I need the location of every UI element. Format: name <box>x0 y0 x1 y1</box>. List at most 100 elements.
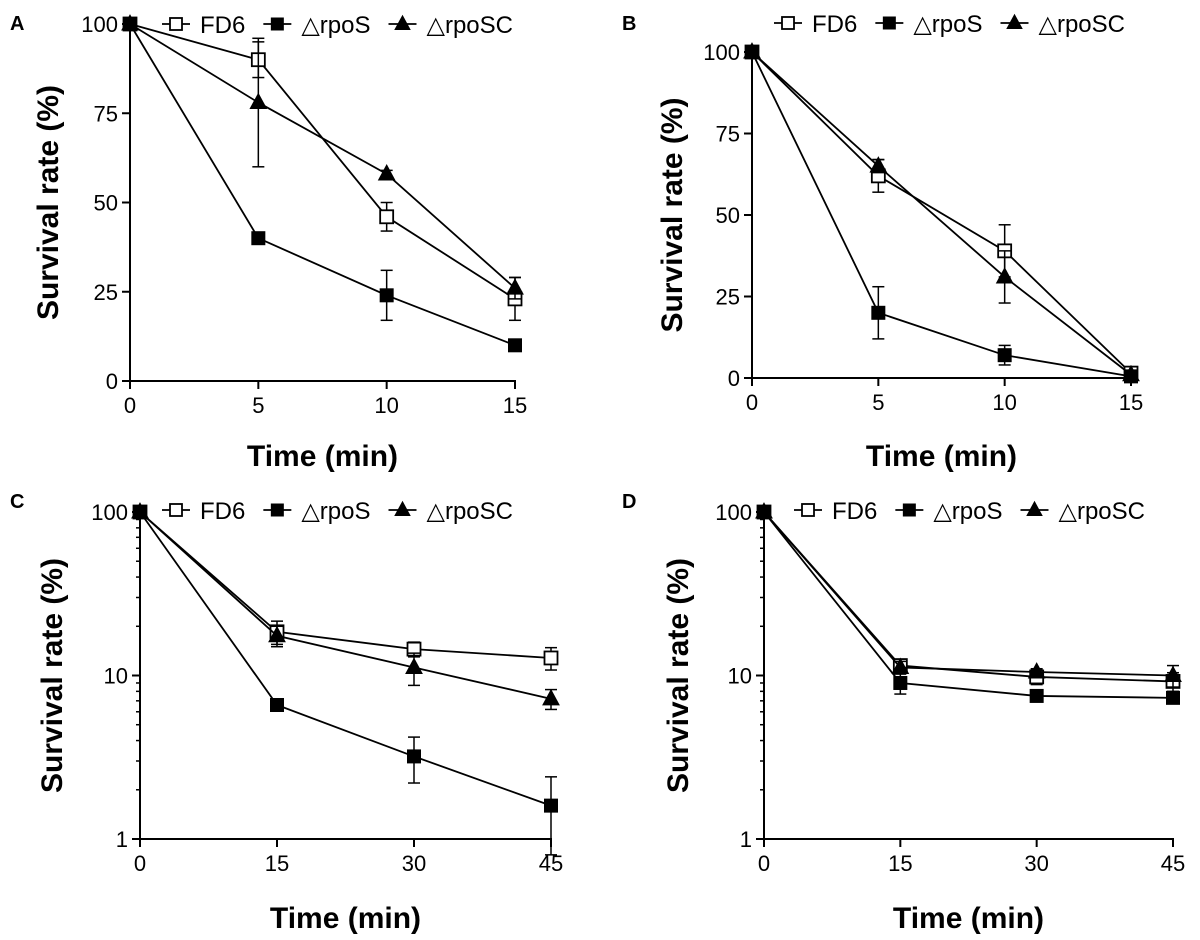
panel-c-series-delta-rpos <box>133 505 558 856</box>
panel-c-point-delta-rposc <box>542 688 560 706</box>
panel-b-point-delta-rposc <box>1122 364 1140 382</box>
panel-a: A 0 5 10 15 0 25 50 75 100 Time (min) Survival rate… <box>10 12 527 473</box>
panel-d-x-tick-label: 0 <box>758 851 770 876</box>
panel-a-legend-marker-delta-rposc <box>394 14 411 31</box>
panel-d-letter: D <box>622 491 636 513</box>
panel-a-y-tick-label: 25 <box>94 280 118 305</box>
panel-b-letter: B <box>622 13 636 35</box>
panel-d-point-delta-rposc <box>891 657 910 674</box>
panel-b-legend-marker-delta-rpos <box>882 16 896 30</box>
panel-b-line-fd6 <box>751 51 1132 374</box>
panel-d-point-delta-rposc <box>755 502 773 519</box>
panel-a-point-delta-rposc <box>121 14 139 31</box>
panel-b-legend-label-delta-rposc: △rpoSC <box>1039 11 1125 38</box>
panel-c-letter: C <box>10 491 24 513</box>
panel-c-legend: FD6 △rpoS △rpoSC <box>162 498 513 525</box>
panel-a-point-delta-rpos <box>251 231 266 246</box>
panel-a-y-axis-title: Survival rate (%) <box>32 85 65 320</box>
panel-d-point-delta-rpos <box>1029 688 1044 703</box>
panel-d-point-delta-rpos <box>1166 690 1180 705</box>
panel-a-x-tick-label: 10 <box>374 393 398 418</box>
panel-b-y-tick-label: 75 <box>716 122 740 147</box>
panel-d-legend-marker-delta-rpos <box>902 503 916 517</box>
panel-c-legend-marker-delta-rpos <box>270 503 284 517</box>
panel-a-series-fd6 <box>122 16 523 322</box>
panel-d-y-tick-label: 10 <box>728 664 752 689</box>
panel-d-line-delta-rpos <box>763 511 1174 699</box>
panel-a-line-fd6 <box>129 23 516 300</box>
panel-c-point-delta-rposc <box>268 625 286 643</box>
panel-c-point-delta-rposc <box>131 502 149 519</box>
panel-d-series-fd6 <box>756 504 1181 693</box>
panel-d-x-tick-label: 30 <box>1024 851 1048 876</box>
panel-b-y-tick-label: 25 <box>716 285 740 310</box>
panel-b-x-tick-label: 10 <box>992 390 1016 415</box>
panel-c-point-delta-rpos <box>270 698 284 713</box>
panel-d-point-delta-rpos <box>893 675 908 690</box>
panel-b-x-tick-label: 15 <box>1119 390 1143 415</box>
panel-b-legend-marker-delta-rposc <box>1006 13 1023 30</box>
panel-a-point-delta-rposc <box>506 278 524 295</box>
panel-c-x-tick-label: 0 <box>134 851 146 876</box>
panel-c-point-delta-rpos <box>544 798 558 813</box>
panel-b-series-delta-rposc <box>743 42 1140 382</box>
panel-a-legend-label-delta-rposc: △rpoSC <box>427 12 513 39</box>
panel-b-line-delta-rposc <box>751 51 1132 376</box>
panel-b-point-delta-rpos <box>997 348 1012 363</box>
panel-b-point-delta-rposc <box>743 42 761 59</box>
panel-d-point-delta-rposc <box>1164 665 1182 683</box>
panel-c-x-axis-title: Time (min) <box>270 902 421 935</box>
panel-c-point-delta-rpos <box>407 749 421 764</box>
panel-b-y-tick-label: 0 <box>728 366 740 391</box>
panel-c-y-axis-title: Survival rate (%) <box>36 558 69 793</box>
panel-a-legend: FD6 △rpoS △rpoSC <box>162 12 513 39</box>
panel-c-point-delta-rposc <box>405 657 423 674</box>
panel-b-point-delta-rpos <box>871 305 886 320</box>
panel-b-y-axis-title: Survival rate (%) <box>656 97 689 332</box>
panel-b-series-fd6 <box>744 44 1139 381</box>
panel-a-point-delta-rpos <box>379 288 394 303</box>
panel-c-line-delta-rposc <box>139 511 552 700</box>
panel-c-legend-marker-fd6 <box>169 503 183 517</box>
panel-b-y-tick-label: 100 <box>703 40 740 65</box>
panel-b-x-tick-label: 5 <box>872 390 884 415</box>
panel-a-x-tick-label: 5 <box>252 393 264 418</box>
panel-b-legend: FD6 △rpoS △rpoSC <box>774 11 1125 38</box>
panel-c-line-delta-rpos <box>139 511 552 807</box>
panel-a-point-delta-rposc <box>249 92 268 110</box>
panel-b: B 0 5 10 15 0 25 50 75 100 Time (min) Survival rate… <box>622 11 1143 473</box>
panel-d-y-axis-title: Survival rate (%) <box>662 558 695 793</box>
panel-a-point-fd6 <box>379 209 395 225</box>
panel-d-legend: FD6 △rpoS △rpoSC <box>794 498 1145 525</box>
panel-a-line-delta-rpos <box>129 23 516 347</box>
panel-b-point-delta-rposc <box>869 156 888 173</box>
panel-c-series-fd6 <box>132 504 559 671</box>
panel-d-legend-label-fd6: FD6 <box>832 498 877 525</box>
panel-a-point-delta-rpos <box>508 338 522 353</box>
panel-d-legend-marker-fd6 <box>801 503 815 517</box>
panel-b-legend-label-delta-rpos: △rpoS <box>913 11 982 38</box>
panel-d-x-tick-label: 45 <box>1161 851 1185 876</box>
panel-d-line-fd6 <box>763 511 1174 683</box>
panel-a-letter: A <box>10 13 24 35</box>
panel-c-legend-label-delta-rpos: △rpoS <box>301 498 370 525</box>
panel-a-y-tick-label: 0 <box>106 369 118 394</box>
panel-b-legend-label-fd6: FD6 <box>812 11 857 38</box>
panel-c-y-tick-label: 10 <box>104 664 128 689</box>
panel-d-y-tick-label: 1 <box>740 827 752 852</box>
panel-c-legend-label-delta-rposc: △rpoSC <box>427 498 513 525</box>
panel-c-point-fd6 <box>543 650 559 666</box>
panel-a-series-delta-rposc <box>121 14 524 300</box>
panel-d-legend-marker-delta-rposc <box>1026 500 1043 517</box>
panel-c-series-delta-rposc <box>131 502 560 711</box>
panel-d-legend-label-delta-rpos: △rpoS <box>933 498 1002 525</box>
panel-b-y-tick-label: 50 <box>716 203 740 228</box>
panel-a-legend-label-fd6: FD6 <box>200 12 245 39</box>
panel-a-y-tick-label: 75 <box>94 101 118 126</box>
panel-d-x-axis-title: Time (min) <box>893 902 1044 935</box>
panel-d-series-delta-rposc <box>755 502 1182 688</box>
panel-d-legend-label-delta-rposc: △rpoSC <box>1059 498 1145 525</box>
panel-a-legend-marker-fd6 <box>169 17 183 31</box>
